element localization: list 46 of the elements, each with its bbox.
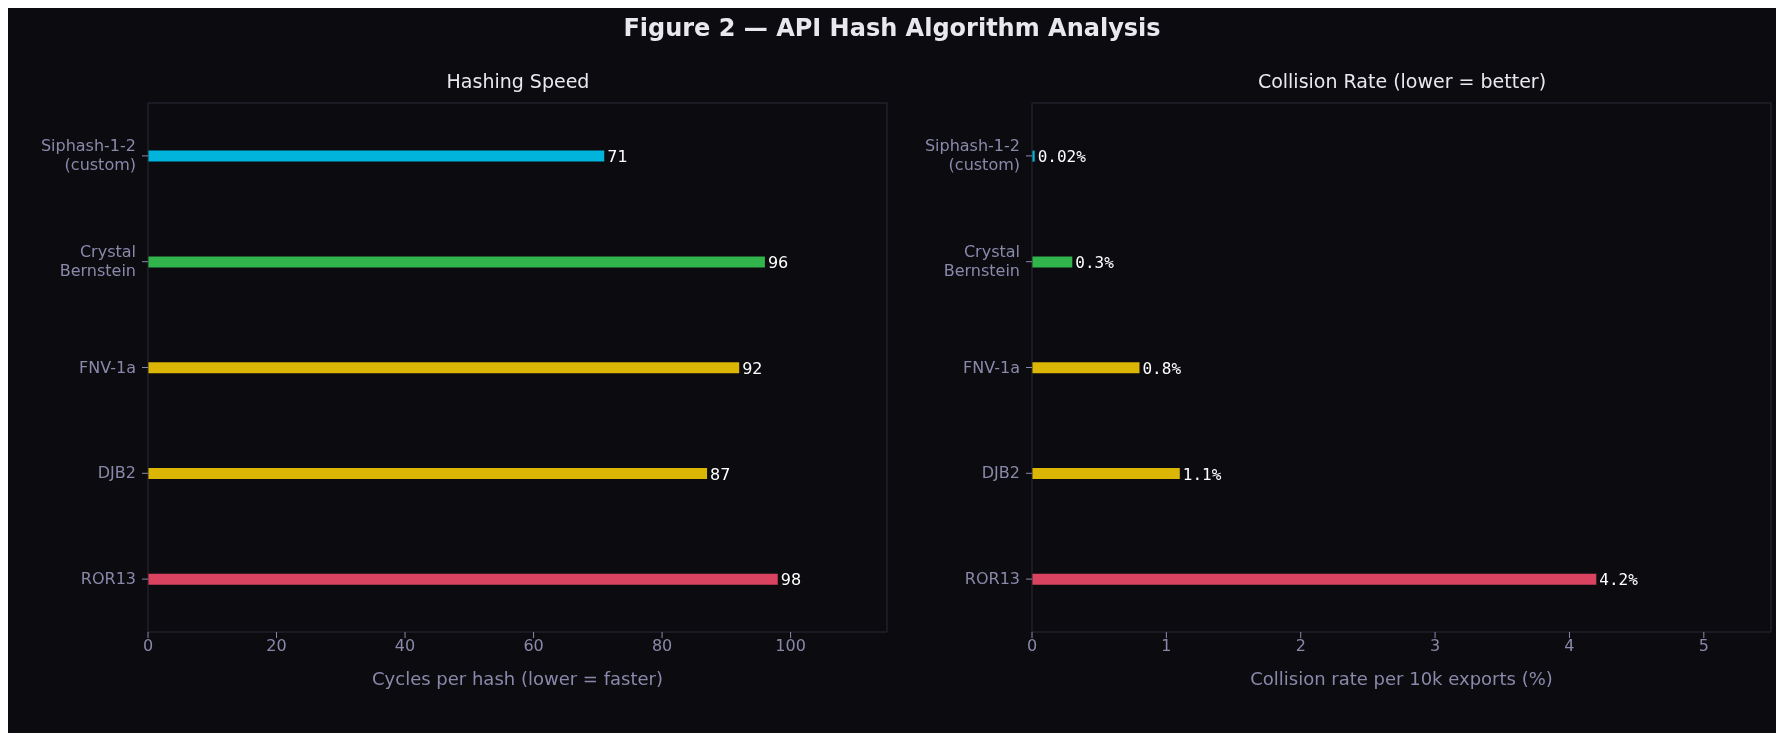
y-tick-label: DJB2: [97, 463, 136, 483]
x-tick-label: 1: [1161, 636, 1172, 656]
y-tick-label: FNV-1a: [79, 357, 136, 377]
x-tick-label: 100: [775, 636, 806, 656]
x-tick-label: 0: [1026, 636, 1038, 656]
x-tick-label: 0: [142, 636, 154, 656]
data-label: 1.1%: [1182, 464, 1222, 484]
chart-title: Hashing Speed: [445, 70, 591, 92]
y-tick-label: FNV-1a: [963, 357, 1020, 377]
chart-title: Collision Rate (lower = better): [1256, 70, 1548, 92]
data-label: 71: [607, 147, 628, 167]
x-tick-label: 80: [651, 636, 673, 656]
x-tick-label: 20: [266, 636, 287, 656]
bar: [1032, 362, 1140, 374]
bar: [1032, 573, 1597, 585]
y-tick-label: Siphash-1-2 (custom): [924, 136, 1020, 175]
bar: [148, 150, 605, 162]
x-axis-title: Collision rate per 10k exports (%): [1250, 668, 1553, 689]
data-label: 92: [742, 358, 763, 378]
data-label: 87: [710, 464, 731, 484]
x-tick-label: 3: [1430, 636, 1441, 656]
data-label: 0.02%: [1037, 147, 1087, 167]
bar: [1032, 256, 1073, 268]
bar: [148, 468, 708, 480]
x-axis-title: Cycles per hash (lower = faster): [372, 668, 663, 689]
x-tick-label: 4: [1564, 636, 1575, 656]
bar: [1032, 468, 1180, 480]
bar: [148, 573, 778, 585]
y-tick-label: ROR13: [80, 569, 136, 589]
x-tick-label: 2: [1295, 636, 1306, 656]
text: Figure 2 — API Hash Algorithm Analysis: [622, 13, 1162, 44]
y-tick-label: Crystal Bernstein: [59, 242, 136, 281]
data-label: 98: [780, 570, 802, 590]
x-tick-label: 60: [523, 636, 544, 656]
y-tick-label: DJB2: [981, 463, 1020, 483]
x-tick-label: 5: [1698, 636, 1709, 656]
y-tick-label: ROR13: [964, 569, 1020, 589]
y-tick-label: Siphash-1-2 (custom): [40, 136, 136, 175]
data-label: 4.2%: [1599, 570, 1639, 590]
x-tick-label: 40: [394, 636, 416, 656]
bar: [148, 362, 740, 374]
bar: [148, 256, 765, 268]
y-tick-label: Crystal Bernstein: [943, 242, 1020, 281]
data-label: 0.3%: [1075, 252, 1115, 272]
data-label: 96: [767, 252, 789, 272]
data-label: 0.8%: [1142, 358, 1182, 378]
